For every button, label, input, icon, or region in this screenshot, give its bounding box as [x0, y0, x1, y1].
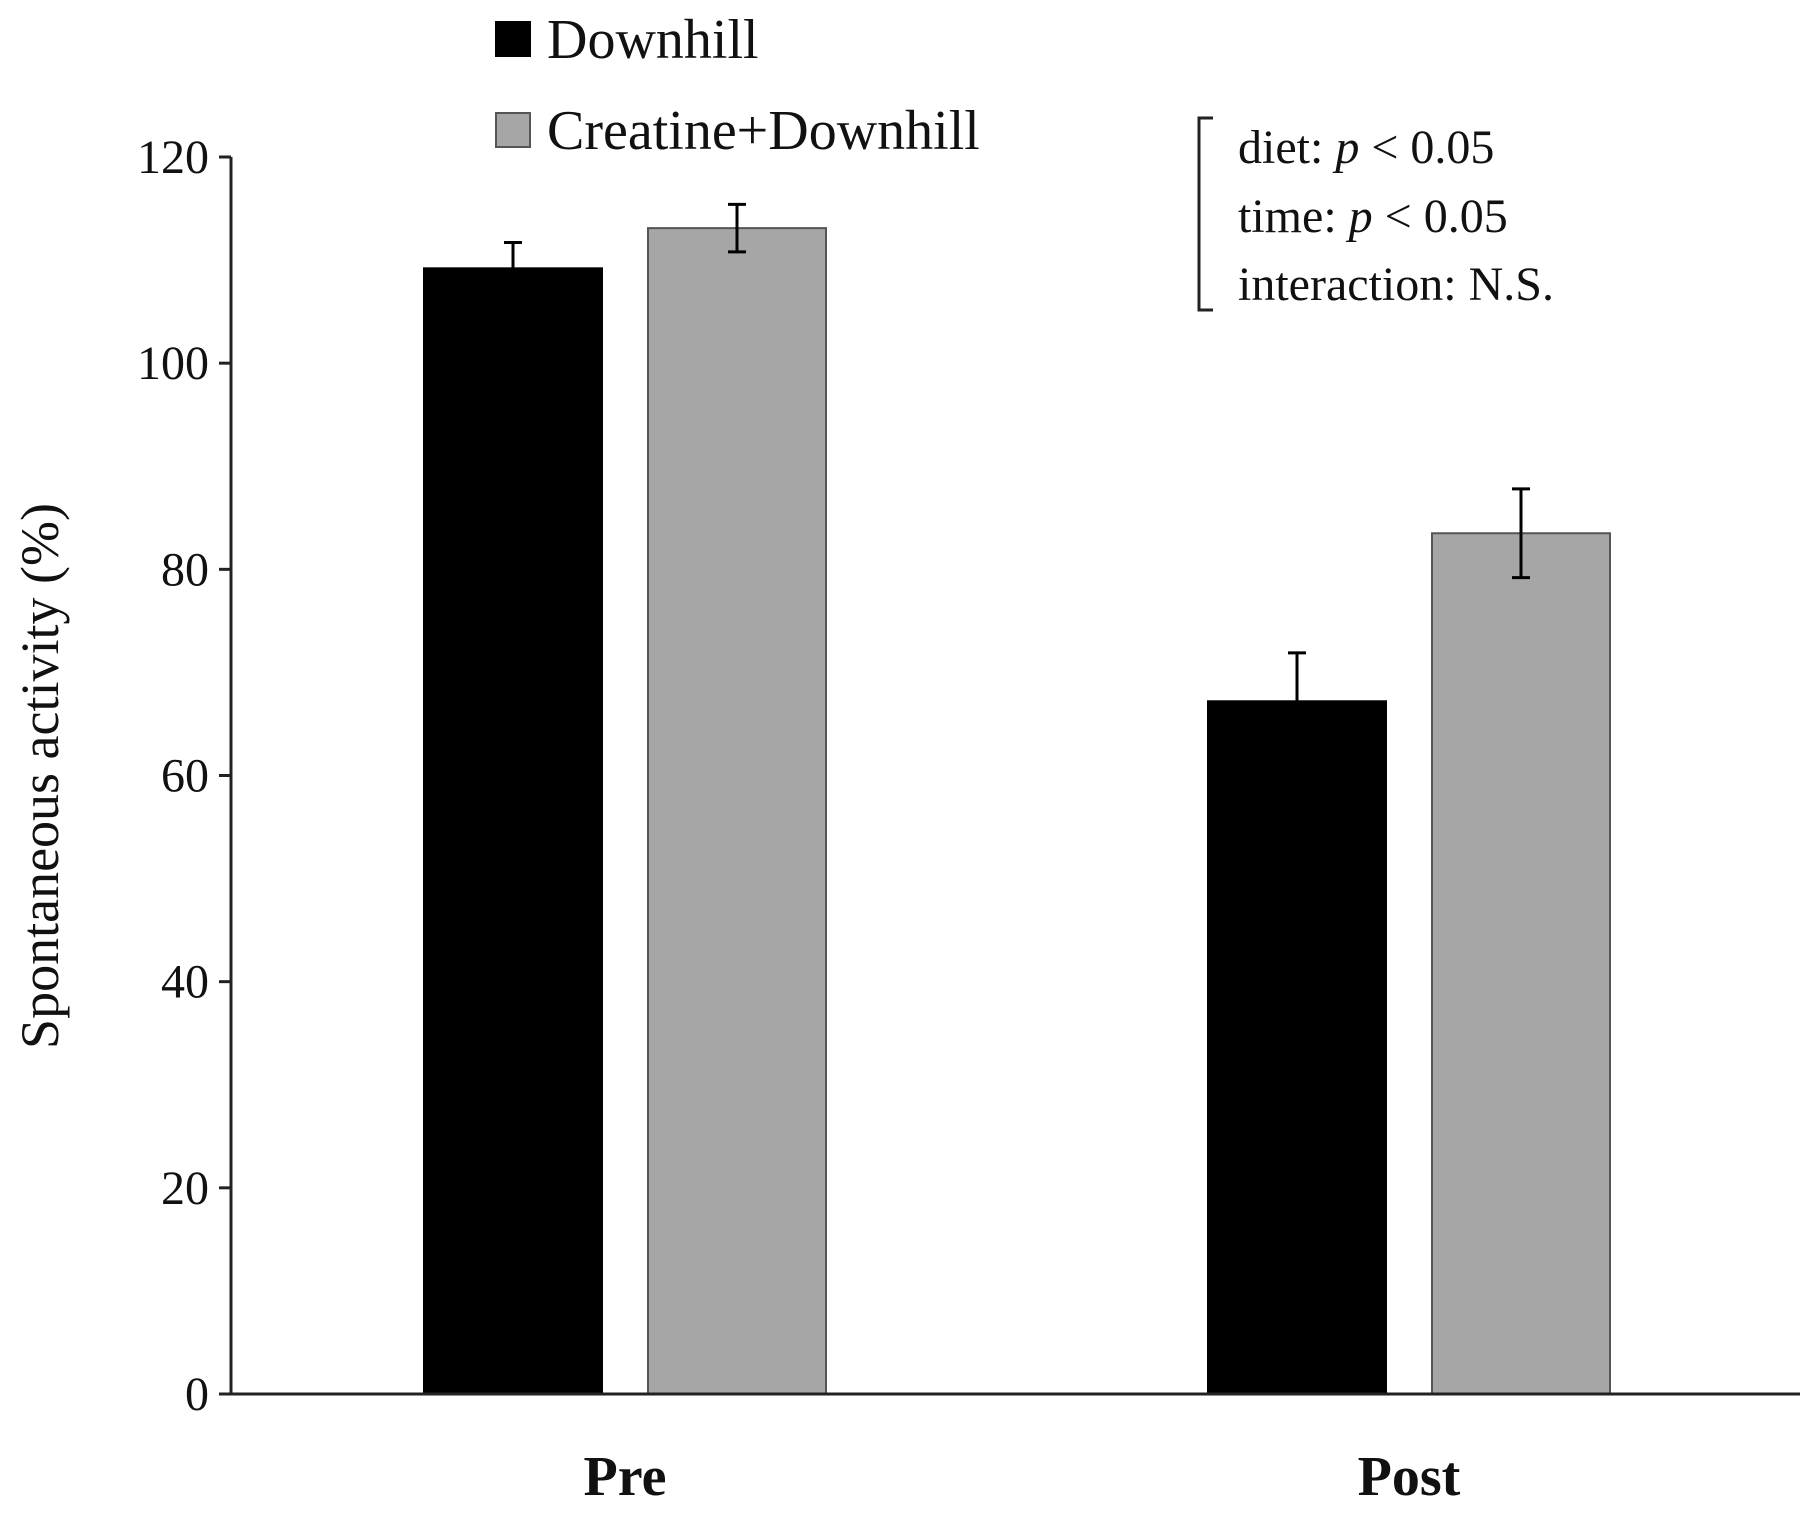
- annotation-bracket: [1197, 116, 1213, 312]
- y-tick-label: 120: [137, 131, 209, 184]
- annotation-line-interaction: interaction: N.S.: [1238, 258, 1554, 311]
- legend-label-downhill: Downhill: [547, 9, 759, 71]
- legend: Downhill Creatine+Downhill: [495, 9, 980, 162]
- bars-layer: [423, 227, 1611, 1396]
- bar-post-creatine-downhill: [1431, 532, 1611, 1395]
- x-category-label-pre: Pre: [584, 1446, 667, 1508]
- error-bars-layer: [504, 202, 1530, 752]
- error-bar-post-downhill: [1288, 651, 1306, 752]
- y-tick-label: 40: [161, 956, 209, 1009]
- error-bar-pre-creatine-downhill: [728, 202, 746, 254]
- annotation-line-diet: diet: p < 0.05: [1238, 121, 1494, 174]
- annotation-line-time: time: p < 0.05: [1238, 190, 1508, 243]
- bar-pre-creatine-downhill: [647, 227, 827, 1396]
- error-bar-post-creatine-downhill: [1512, 487, 1530, 580]
- y-axis-title: Spontaneous activity (%): [10, 503, 70, 1049]
- stats-annotation: diet: p < 0.05 time: p < 0.05 interactio…: [1197, 116, 1554, 312]
- y-tick-label: 0: [185, 1368, 209, 1421]
- bar-pre-downhill: [423, 267, 603, 1396]
- legend-swatch-creatine-downhill: [495, 112, 531, 148]
- legend-swatch-downhill: [495, 21, 531, 57]
- x-category-label-post: Post: [1358, 1446, 1461, 1508]
- y-tick-label: 20: [161, 1162, 209, 1215]
- bar-post-downhill: [1207, 700, 1387, 1395]
- y-ticks: 0 20 40 60 80 100 120: [137, 131, 231, 1421]
- y-tick-label: 60: [161, 750, 209, 803]
- x-categories: Pre Post: [584, 1446, 1461, 1508]
- legend-label-creatine-downhill: Creatine+Downhill: [547, 100, 980, 162]
- y-tick-label: 100: [137, 337, 209, 390]
- error-bar-pre-downhill: [504, 241, 522, 296]
- y-tick-label: 80: [161, 543, 209, 596]
